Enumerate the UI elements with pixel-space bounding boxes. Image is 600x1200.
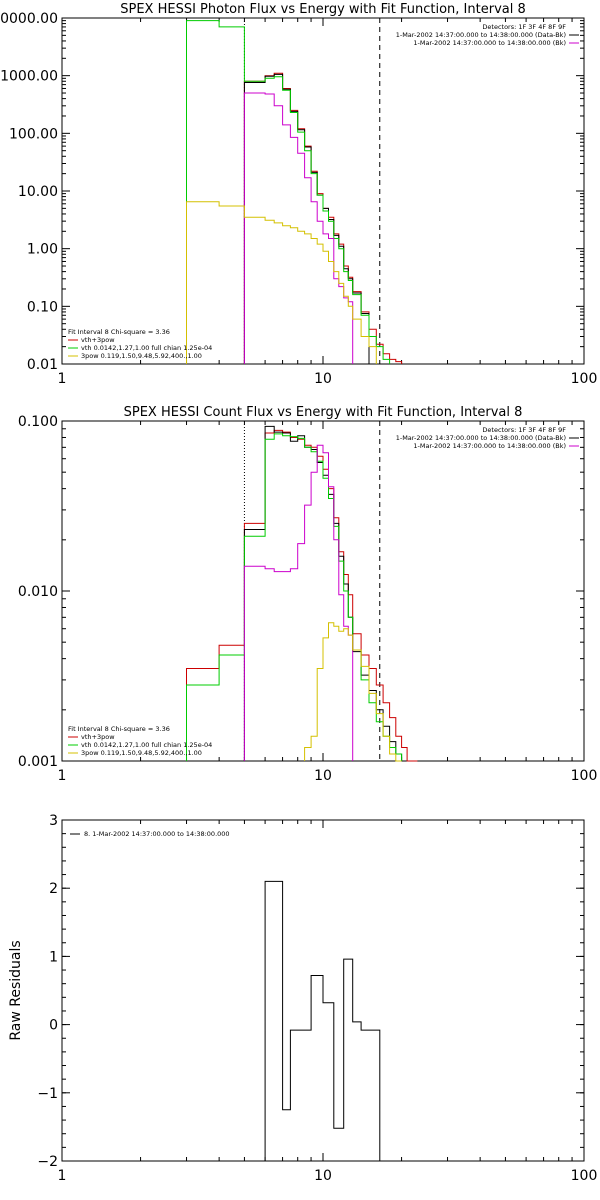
y-tick-label: −1 <box>37 1086 58 1102</box>
x-axis: 1 10 100 <box>58 820 598 1184</box>
y-tick-label: 1000.00 <box>0 69 58 85</box>
fit-legend: Fit Interval 8 Chi-square = 3.36vth+3pow… <box>68 328 212 360</box>
legend-entry: 8. 1-Mar-2002 14:37:00.000 to 14:38:00.0… <box>84 830 230 838</box>
series-group <box>186 20 403 364</box>
legend-entry: 3pow 0.119,1.50,9.48,5.92,400.,1.00 <box>81 352 202 360</box>
y-tick-label: 0.01 <box>27 357 58 373</box>
y-tick-label: −2 <box>37 1154 58 1170</box>
x-tick-label: 10 <box>314 1168 332 1184</box>
y-tick-label: 2 <box>49 881 58 897</box>
y-tick-label: 1 <box>49 949 58 965</box>
chart-title: SPEX HESSI Count Flux vs Energy with Fit… <box>124 405 523 420</box>
y-tick-label: 0.100 <box>18 414 58 430</box>
legend-header: Fit Interval 8 Chi-square = 3.36 <box>68 725 170 733</box>
x-tick-label: 100 <box>571 371 598 387</box>
y-tick-label: 0.001 <box>18 754 58 770</box>
photon-flux-panel: SPEX HESSI Photon Flux vs Energy with Fi… <box>0 2 597 387</box>
y-axis: 0.001 0.010 0.100 <box>18 414 584 770</box>
info-block: Detectors: 1F 3F 4F 8F 9F1-Mar-2002 14:3… <box>396 23 579 47</box>
series-line-vth <box>186 20 391 364</box>
fit-legend: Fit Interval 8 Chi-square = 3.36vth+3pow… <box>68 725 212 757</box>
x-tick-label: 100 <box>571 1168 598 1184</box>
x-tick-label: 1 <box>58 371 67 387</box>
y-axis-label: Raw Residuals <box>8 940 24 1040</box>
y-tick-label: 0000.00 <box>0 11 58 27</box>
x-tick-label: 100 <box>571 768 598 784</box>
legend-header: Fit Interval 8 Chi-square = 3.36 <box>68 328 170 336</box>
x-tick-label: 10 <box>314 371 332 387</box>
y-tick-label: 0.10 <box>27 299 58 315</box>
series-line-3pow <box>186 201 377 364</box>
y-tick-label: 3 <box>49 813 58 829</box>
info-line: 1-Mar-2002 14:37:00.000 to 14:38:00.000 … <box>396 31 566 39</box>
x-tick-label: 1 <box>58 768 67 784</box>
x-tick-label: 1 <box>58 1168 67 1184</box>
series-group <box>186 425 418 762</box>
y-axis: 0.01 0.10 1.00 10.00 100.00 1000.00 0000.00 <box>0 11 584 373</box>
series-group <box>244 880 381 1162</box>
chart-title: SPEX HESSI Photon Flux vs Energy with Fi… <box>120 2 526 17</box>
x-axis: 1 10 100 <box>58 18 598 387</box>
info-line: Detectors: 1F 3F 4F 8F 9F <box>482 426 566 434</box>
legend-entry: vth 0.0142,1.27,1.00 full chian 1.25e-04 <box>81 741 212 749</box>
y-tick-label: 100.00 <box>9 126 58 142</box>
y-tick-label: 10.00 <box>18 184 58 200</box>
series-line-vth-3pow <box>243 72 403 364</box>
series-line-3pow <box>304 622 402 762</box>
y-tick-label: 1.00 <box>27 242 58 258</box>
series-line-unnamed-1 <box>243 73 370 364</box>
y-axis: −2 −1 0 1 2 3 <box>37 813 584 1170</box>
series-line-unnamed-3 <box>243 444 354 761</box>
info-line: 1-Mar-2002 14:37:00.000 to 14:38:00.000 … <box>413 39 566 47</box>
plot-frame <box>61 17 585 365</box>
series-line-8-1-mar-2002-14-37-00-000-to-14-38-00-000 <box>244 880 381 1162</box>
series-line-vth <box>186 433 403 761</box>
info-line: 1-Mar-2002 14:37:00.000 to 14:38:00.000 … <box>413 442 566 450</box>
info-block: Detectors: 1F 3F 4F 8F 9F1-Mar-2002 14:3… <box>396 426 579 450</box>
series-line-unnamed-3 <box>243 92 354 364</box>
legend-entry: 3pow 0.119,1.50,9.48,5.92,400.,1.00 <box>81 749 202 757</box>
y-tick-label: 0 <box>49 1018 58 1034</box>
residuals-panel: 1 10 100 −2 −1 0 1 2 3 Raw Residuals 8. 1-Mar-2002… <box>8 813 597 1184</box>
legend-entry: vth+3pow <box>81 733 115 741</box>
legend-entry: vth 0.0142,1.27,1.00 full chian 1.25e-04 <box>81 344 212 352</box>
info-line: 1-Mar-2002 14:37:00.000 to 14:38:00.000 … <box>396 434 566 442</box>
y-tick-label: 0.010 <box>18 584 58 600</box>
residual-legend: 8. 1-Mar-2002 14:37:00.000 to 14:38:00.0… <box>70 830 230 838</box>
x-tick-label: 10 <box>314 768 332 784</box>
legend-entry: vth+3pow <box>81 336 115 344</box>
count-flux-panel: SPEX HESSI Count Flux vs Energy with Fit… <box>18 405 597 784</box>
info-line: Detectors: 1F 3F 4F 8F 9F <box>482 23 566 31</box>
